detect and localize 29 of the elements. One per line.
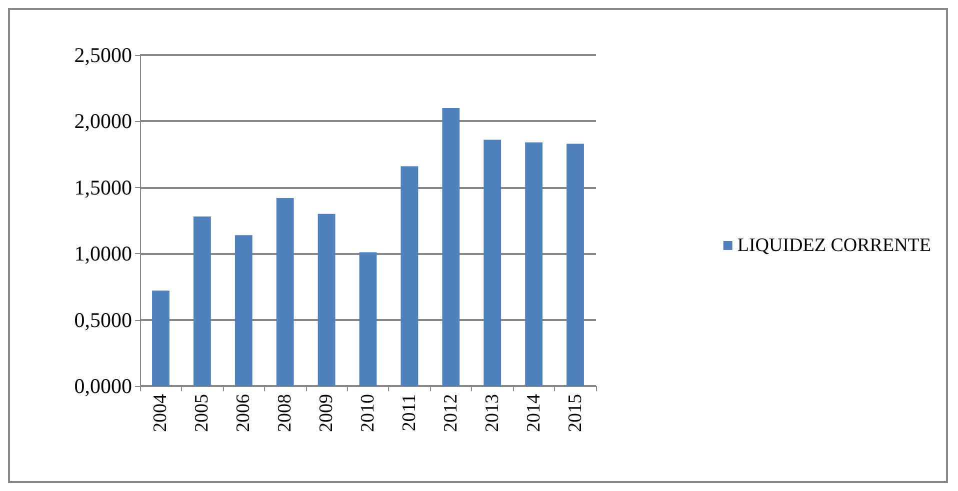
bar bbox=[193, 216, 211, 386]
legend-label: LIQUIDEZ CORRENTE bbox=[737, 235, 932, 256]
y-tick-label: 1,0000 bbox=[74, 242, 132, 266]
bar bbox=[442, 108, 460, 386]
x-tick-label: 2005 bbox=[192, 394, 213, 432]
bar bbox=[359, 252, 377, 386]
x-tick-label: 2009 bbox=[316, 394, 338, 432]
x-tick-label: 2006 bbox=[233, 394, 254, 432]
bar bbox=[234, 235, 252, 386]
bar bbox=[152, 290, 170, 386]
y-tick-label: 1,5000 bbox=[74, 175, 132, 200]
x-tick-label: 2008 bbox=[274, 394, 296, 432]
x-tick-label: 2004 bbox=[150, 394, 172, 432]
x-tick-label: 2015 bbox=[564, 394, 586, 432]
x-tick-label: 2014 bbox=[523, 394, 544, 432]
bar bbox=[318, 214, 336, 386]
x-tick-label: 2011 bbox=[398, 394, 420, 432]
x-tick-label: 2010 bbox=[358, 394, 378, 432]
x-tick-label: 2013 bbox=[482, 394, 503, 432]
bar bbox=[400, 166, 418, 386]
bar bbox=[566, 144, 584, 386]
bar bbox=[484, 140, 502, 386]
bar bbox=[276, 198, 294, 386]
y-tick-label: 0,5000 bbox=[74, 308, 132, 332]
y-tick-label: 2,0000 bbox=[74, 109, 132, 134]
bar bbox=[525, 142, 543, 386]
y-tick-label: 0,0000 bbox=[74, 374, 132, 398]
y-tick-label: 2,5000 bbox=[74, 43, 132, 67]
x-tick-label: 2012 bbox=[440, 394, 462, 432]
